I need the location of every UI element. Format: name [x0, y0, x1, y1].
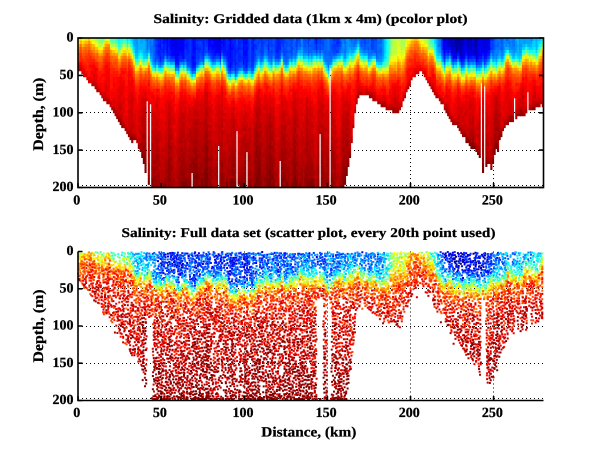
svg-text:Salinity: Full data set (scatt: Salinity: Full data set (scatter plot, e… — [122, 225, 496, 240]
svg-text:0: 0 — [73, 193, 80, 208]
svg-text:200: 200 — [399, 406, 420, 421]
svg-text:200: 200 — [53, 180, 74, 195]
svg-text:150: 150 — [53, 143, 74, 158]
svg-text:0: 0 — [67, 31, 74, 46]
svg-text:Salinity: Gridded data (1km x: Salinity: Gridded data (1km x 4m) (pcolo… — [154, 11, 468, 26]
svg-text:100: 100 — [233, 406, 254, 421]
svg-text:150: 150 — [53, 356, 74, 371]
svg-text:0: 0 — [67, 244, 74, 259]
svg-text:50: 50 — [60, 68, 74, 83]
svg-text:50: 50 — [153, 193, 167, 208]
svg-text:250: 250 — [482, 406, 503, 421]
svg-text:150: 150 — [316, 406, 337, 421]
svg-text:50: 50 — [60, 281, 74, 296]
svg-text:200: 200 — [53, 393, 74, 408]
svg-text:100: 100 — [53, 319, 74, 334]
svg-text:150: 150 — [316, 193, 337, 208]
svg-text:100: 100 — [233, 193, 254, 208]
svg-text:50: 50 — [153, 406, 167, 421]
svg-text:250: 250 — [482, 193, 503, 208]
svg-text:Distance, (km): Distance, (km) — [261, 424, 356, 440]
svg-text:200: 200 — [399, 193, 420, 208]
svg-text:0: 0 — [73, 406, 80, 421]
svg-text:100: 100 — [53, 105, 74, 120]
svg-text:Depth, (m): Depth, (m) — [31, 78, 47, 151]
svg-text:Depth, (m): Depth, (m) — [31, 289, 47, 362]
